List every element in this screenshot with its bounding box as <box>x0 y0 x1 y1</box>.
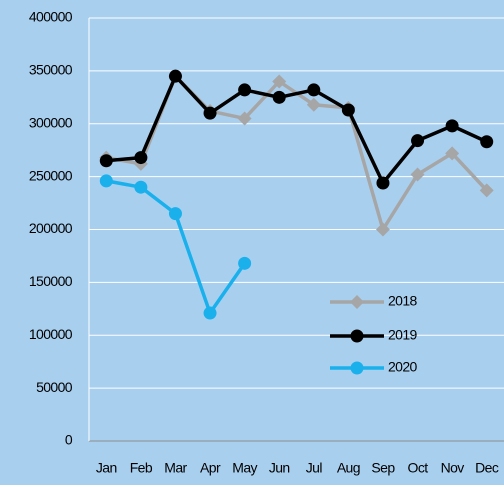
data-point <box>168 69 182 83</box>
x-tick-label: Oct <box>408 460 429 476</box>
x-tick-label: Nov <box>441 460 465 476</box>
data-point <box>99 154 113 168</box>
x-tick-label: Mar <box>164 460 187 476</box>
legend-label: 2020 <box>388 359 418 375</box>
data-point <box>410 167 425 182</box>
y-tick-label: 200000 <box>29 220 73 236</box>
y-tick-label: 100000 <box>29 326 73 342</box>
data-point <box>99 174 113 188</box>
y-tick-label: 250000 <box>29 167 73 183</box>
x-tick-label: Apr <box>200 460 221 476</box>
y-tick-label: 50000 <box>36 379 73 395</box>
data-point <box>445 119 459 133</box>
data-point <box>479 183 494 198</box>
y-tick-label: 350000 <box>29 62 73 78</box>
data-point <box>411 134 425 148</box>
data-point <box>203 306 217 320</box>
data-point <box>341 103 355 117</box>
x-tick-label: Jun <box>269 460 290 476</box>
x-tick-label: Sep <box>371 460 395 476</box>
x-tick-label: May <box>232 460 257 476</box>
data-point <box>272 74 287 89</box>
x-tick-label: Feb <box>130 460 153 476</box>
data-point <box>238 83 252 97</box>
legend-marker <box>350 329 364 343</box>
x-tick-label: Jul <box>306 460 323 476</box>
data-point <box>134 151 148 165</box>
data-point <box>375 222 390 237</box>
data-point <box>306 97 321 112</box>
x-tick-label: Jan <box>96 460 117 476</box>
y-tick-label: 150000 <box>29 273 73 289</box>
y-tick-label: 300000 <box>29 114 73 130</box>
legend-marker <box>350 295 364 309</box>
data-point <box>307 83 321 97</box>
data-point <box>480 135 494 149</box>
legend-label: 2018 <box>388 293 418 309</box>
legend-label: 2019 <box>388 327 418 343</box>
legend-marker <box>350 361 364 375</box>
data-point <box>272 90 286 104</box>
data-point <box>238 256 252 270</box>
y-tick-label: 400000 <box>29 9 73 25</box>
y-tick-label: 0 <box>65 432 73 448</box>
x-tick-label: Dec <box>475 460 499 476</box>
data-point <box>376 176 390 190</box>
series-line <box>105 179 247 315</box>
data-point <box>237 111 252 126</box>
x-tick-label: Aug <box>337 460 360 476</box>
data-point <box>445 146 460 161</box>
data-point <box>168 207 182 221</box>
data-point <box>203 106 217 120</box>
data-point <box>134 180 148 194</box>
